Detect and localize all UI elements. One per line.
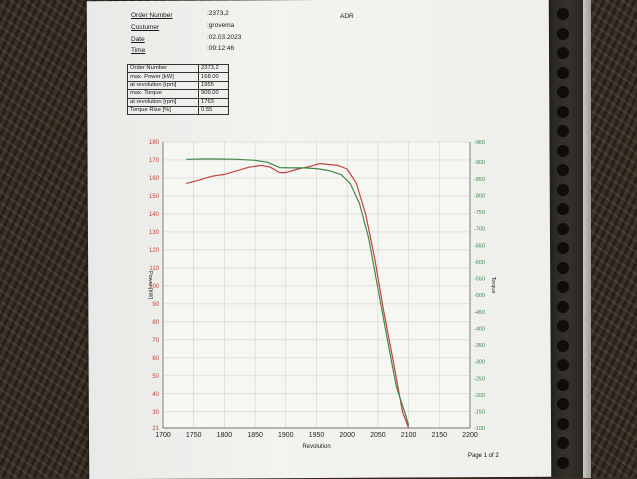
y2-tick-label: -100 (474, 426, 485, 432)
y2-axis-label: Torque (490, 277, 496, 294)
binder-hole (557, 164, 569, 176)
x-tick-label: 1950 (309, 432, 325, 439)
y2-tick-label: -750 (474, 210, 485, 216)
y-tick-label: 21 (152, 426, 159, 432)
binder-hole (557, 378, 569, 391)
y-tick-label: 40 (152, 392, 159, 398)
y-tick-label: 130 (149, 230, 160, 236)
binder-hole (557, 66, 569, 79)
x-tick-label: 2200 (462, 432, 478, 439)
binder-hole (557, 47, 569, 59)
binder-hole (557, 125, 569, 137)
binder-hole (557, 300, 569, 313)
y2-tick-label: -550 (474, 277, 485, 283)
x-axis-label: Revolution (302, 444, 330, 450)
order-number-label: Order Number (131, 12, 173, 19)
time-value: :09:12:46 (207, 45, 235, 52)
y-tick-label: 90 (152, 302, 159, 308)
y-tick-label: 70 (152, 338, 159, 344)
binder-hole (557, 203, 569, 215)
y2-tick-label: -500 (474, 293, 485, 299)
y-tick-label: 30 (152, 410, 159, 416)
summary-table: Order Number 2373,2 max. Power [kW] 168.00… (127, 63, 229, 116)
y2-tick-label: -300 (474, 360, 485, 366)
table-cell-value: 0.55 (198, 105, 229, 116)
x-tick-label: 2050 (370, 432, 386, 439)
x-tick-label: 2000 (339, 432, 355, 439)
order-number-value: :2373,2 (207, 10, 229, 17)
binder-hole (557, 86, 569, 98)
binder-hole (557, 320, 569, 332)
y-tick-label: 160 (149, 176, 160, 182)
time-label: Time (131, 47, 146, 54)
binder-hole (557, 281, 569, 293)
y-axis-label: Power [kW] (147, 271, 153, 300)
binder-hole (557, 144, 569, 157)
page-indicator: Page 1 of 2 (468, 453, 499, 459)
y-tick-label: 80 (152, 320, 159, 326)
binder-strip (548, 0, 586, 478)
binder-hole (557, 222, 569, 235)
y-tick-label: 50 (152, 374, 159, 380)
power-series-line (186, 163, 410, 429)
x-tick-label: 1700 (155, 432, 171, 439)
date-label: Date (131, 36, 145, 43)
y-tick-label: 170 (149, 158, 160, 164)
binder-hole (557, 8, 569, 20)
y2-tick-label: -800 (474, 193, 485, 199)
y2-tick-label: -650 (474, 243, 485, 249)
binder-hole (557, 398, 569, 410)
y2-tick-label: -960 (474, 140, 485, 146)
y-tick-label: 120 (149, 248, 160, 254)
table-row: Torque Rise [%] 0.55 (127, 105, 229, 116)
binder-hole (557, 456, 569, 469)
x-tick-label: 1750 (186, 432, 202, 439)
y2-tick-label: -150 (474, 410, 485, 416)
y2-tick-label: -200 (474, 393, 485, 399)
binder-hole (557, 27, 569, 40)
y2-tick-label: -850 (474, 177, 485, 183)
y2-tick-label: -250 (474, 376, 485, 382)
binder-hole (557, 339, 569, 352)
y-tick-label: 110 (149, 266, 159, 272)
binder-hole (557, 261, 569, 274)
binder-hole (557, 183, 569, 196)
y2-tick-label: -700 (474, 227, 485, 233)
y2-tick-label: -400 (474, 326, 485, 332)
sheet-protector-edge (583, 0, 591, 478)
binder-hole (557, 437, 569, 449)
y-tick-label: 150 (149, 194, 160, 200)
torque-series-line (186, 158, 410, 426)
y2-tick-label: -900 (474, 160, 485, 166)
y2-tick-label: -350 (474, 343, 485, 349)
y-tick-label: 60 (152, 356, 159, 362)
y2-tick-label: -450 (474, 310, 485, 316)
date-value: :02.03.2023 (207, 34, 242, 41)
x-tick-label: 2100 (401, 432, 417, 439)
x-tick-label: 1800 (217, 432, 233, 439)
adr-label: ADR (340, 13, 354, 20)
x-tick-label: 2150 (432, 432, 448, 439)
customer-value: :grovema (207, 22, 235, 29)
x-tick-label: 1850 (247, 432, 263, 439)
binder-hole (557, 105, 569, 118)
y-tick-label: 100 (149, 284, 160, 290)
y-tick-label: 180 (149, 140, 160, 146)
y-tick-label: 140 (149, 212, 160, 218)
binder-hole (557, 417, 569, 430)
y2-tick-label: -600 (474, 260, 485, 266)
binder-hole (557, 242, 569, 254)
x-tick-label: 1900 (278, 432, 294, 439)
customer-label: Costumer (131, 24, 160, 31)
binder-hole (557, 359, 569, 371)
